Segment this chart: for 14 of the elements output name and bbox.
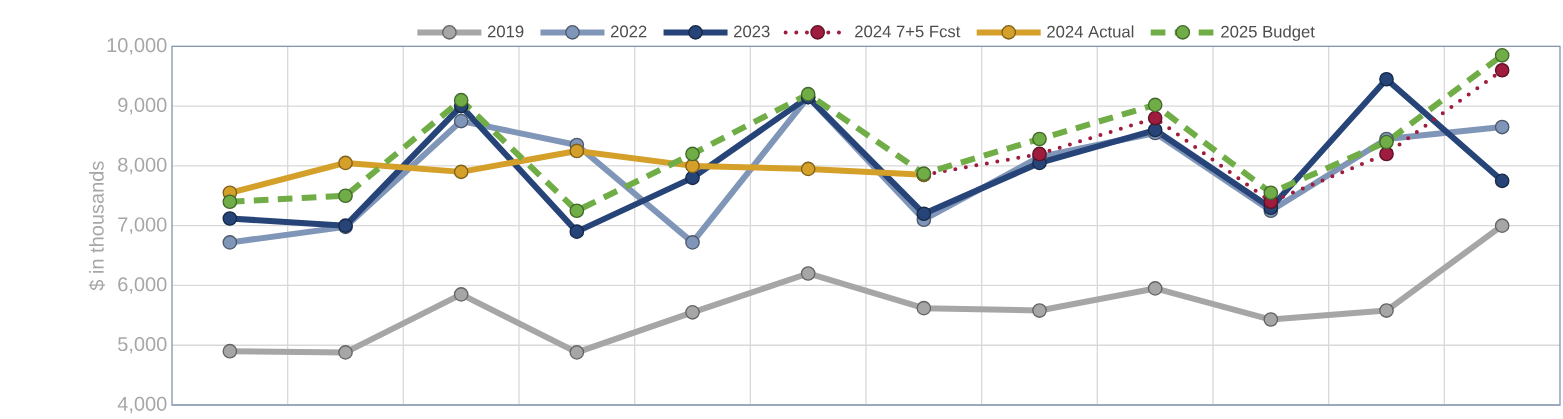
y-tick-label: 8,000 <box>118 157 167 175</box>
legend-label: 2019 <box>487 25 524 38</box>
legend-label: 2023 <box>734 25 770 38</box>
y-tick-label: 9,000 <box>118 97 167 115</box>
legend-label: 2022 <box>610 25 647 38</box>
y-tick-label: 4,000 <box>117 396 167 414</box>
y-tick-label: 10,000 <box>107 38 167 55</box>
y-axis-title: $ in thousands <box>88 161 105 291</box>
y-tick-label: 5,000 <box>118 336 167 354</box>
y-tick-label: 7,000 <box>118 217 167 234</box>
y-tick-label: 6,000 <box>118 277 167 294</box>
legend-label: 2024 Actual <box>1047 25 1134 38</box>
legend-label: 2025 Budget <box>1221 25 1315 41</box>
legend-label: 2024 7+5 Fcst <box>855 25 961 38</box>
